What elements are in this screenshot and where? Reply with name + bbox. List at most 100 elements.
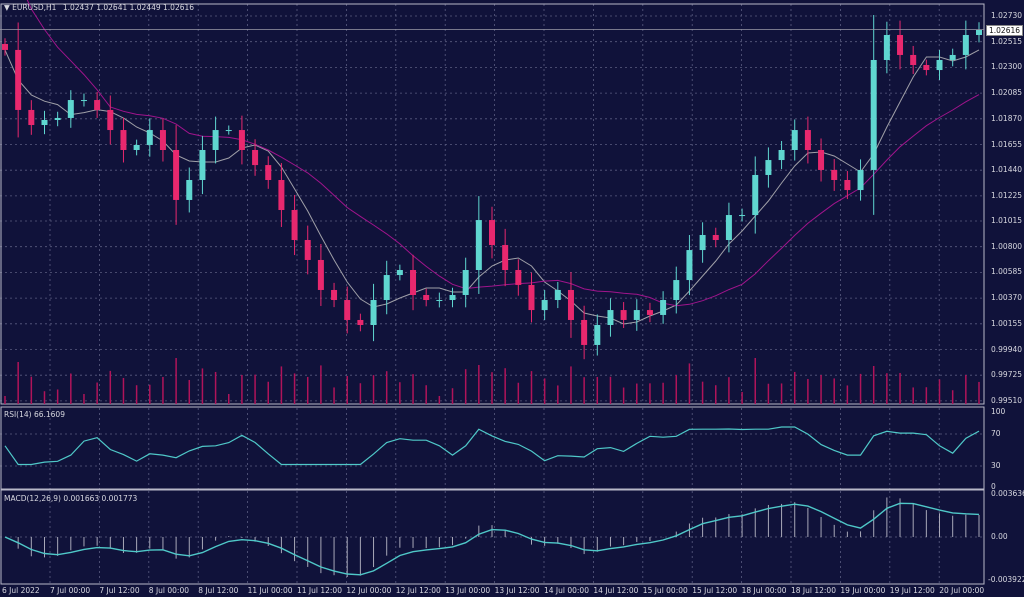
bull-candle	[673, 280, 680, 301]
bull-candle	[383, 275, 390, 301]
bull-candle	[475, 220, 482, 271]
time-tick: 8 Jul 12:00	[198, 586, 239, 595]
current-price-label: 1.02616	[986, 25, 1024, 36]
time-tick: 12 Jul 12:00	[395, 586, 441, 595]
bear-candle	[910, 54, 917, 66]
bear-candle	[238, 130, 245, 150]
bull-candle	[54, 117, 61, 120]
bear-candle	[528, 284, 535, 311]
ohlc-label: 1.02437 1.02641 1.02449 1.02616	[62, 3, 195, 12]
time-tick: 12 Jul 00:00	[346, 586, 392, 595]
macd-tick-zero: 0.00	[991, 532, 1008, 541]
bull-candle	[633, 310, 640, 320]
collapse-triangle-icon[interactable]: ▼	[4, 3, 10, 12]
bear-candle	[159, 130, 166, 150]
bull-candle	[791, 130, 798, 150]
bear-candle	[502, 245, 509, 271]
bull-candle	[699, 234, 706, 251]
macd-signal-line	[4, 502, 980, 576]
ma-slow-line	[26, 0, 980, 307]
price-tick: 1.00800	[991, 241, 1023, 251]
bull-candle	[594, 324, 601, 345]
bear-candle	[712, 234, 719, 241]
bear-candle	[410, 270, 417, 295]
bull-candle	[462, 270, 469, 295]
rsi-level-70: 70	[991, 429, 1001, 438]
time-tick: 19 Jul 12:00	[889, 586, 935, 595]
bear-candle	[291, 210, 298, 241]
bull-candle	[883, 35, 890, 60]
price-tick: 1.01440	[991, 165, 1023, 175]
bull-candle	[778, 149, 785, 161]
price-tick: 1.00585	[991, 267, 1023, 277]
macd-label: MACD(12,26,9) 0.001663 0.001773	[4, 494, 138, 503]
bear-candle	[2, 43, 8, 50]
macd-tick-min: -0.003922	[988, 575, 1024, 584]
bear-candle	[844, 180, 851, 191]
bull-candle	[962, 35, 969, 55]
time-tick: 15 Jul 12:00	[692, 586, 738, 595]
bull-candle	[41, 119, 48, 126]
time-tick: 7 Jul 12:00	[99, 586, 140, 595]
bear-candle	[357, 319, 364, 325]
price-tick: 1.00370	[991, 293, 1023, 303]
bull-candle	[725, 215, 732, 241]
time-tick: 18 Jul 12:00	[791, 586, 836, 595]
price-tick: 1.01015	[991, 216, 1023, 225]
bear-candle	[94, 100, 101, 110]
time-tick: 13 Jul 12:00	[494, 586, 540, 595]
rsi-level-100: 100	[991, 407, 1006, 416]
bull-candle	[607, 310, 614, 325]
time-tick: 18 Jul 00:00	[741, 586, 787, 595]
bear-candle	[173, 149, 180, 200]
bull-candle	[396, 270, 403, 276]
bull-candle	[67, 100, 74, 118]
time-tick: 15 Jul 00:00	[642, 586, 688, 595]
bull-candle	[752, 174, 759, 216]
rsi-label: RSI(14) 66.1609	[4, 410, 65, 419]
price-tick: 0.99940	[991, 344, 1023, 354]
bear-candle	[304, 240, 311, 260]
price-tick: 1.02730	[991, 11, 1023, 20]
bear-candle	[489, 220, 495, 246]
time-tick: 14 Jul 00:00	[544, 586, 589, 595]
price-tick: 1.01655	[991, 139, 1023, 149]
bear-candle	[423, 294, 430, 301]
bear-candle	[120, 130, 127, 150]
bull-candle	[80, 100, 87, 102]
bull-candle	[739, 215, 746, 217]
bear-candle	[897, 35, 904, 55]
bear-candle	[317, 259, 324, 290]
price-tick: 1.01225	[991, 190, 1023, 200]
bull-candle	[186, 180, 193, 200]
bull-candle	[686, 250, 693, 281]
bull-candle	[133, 144, 140, 150]
bear-candle	[567, 289, 574, 320]
bull-candle	[765, 160, 772, 175]
bull-candle	[936, 59, 943, 71]
time-tick: 11 Jul 12:00	[297, 586, 342, 595]
bear-candle	[344, 300, 351, 320]
bull-candle	[225, 130, 232, 132]
pane-border	[0, 489, 985, 585]
time-tick: 7 Jul 00:00	[50, 586, 91, 595]
bear-candle	[28, 109, 35, 126]
price-tick: 0.99725	[991, 370, 1023, 380]
bull-candle	[449, 294, 456, 301]
time-tick: 13 Jul 00:00	[445, 586, 491, 595]
bear-candle	[265, 165, 272, 181]
price-tick: 0.99510	[991, 395, 1023, 405]
bull-candle	[870, 59, 877, 170]
time-tick: 14 Jul 12:00	[593, 586, 639, 595]
bull-candle	[212, 130, 219, 150]
chart-header: ▼ EURUSD,H1 1.02437 1.02641 1.02449 1.02…	[4, 3, 194, 12]
time-tick: 11 Jul 00:00	[247, 586, 293, 595]
time-tick: 8 Jul 00:00	[148, 586, 189, 595]
bear-candle	[15, 49, 22, 110]
time-tick: 19 Jul 00:00	[840, 586, 886, 595]
price-tick: 1.02085	[991, 88, 1023, 98]
pane-border	[0, 406, 985, 490]
symbol-label: EURUSD,H1	[12, 3, 57, 12]
bear-candle	[818, 149, 825, 170]
